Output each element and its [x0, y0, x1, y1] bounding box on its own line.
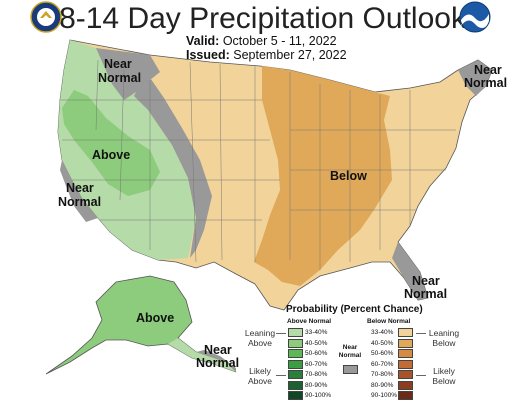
legend-leaning-below: Leaning Below: [426, 328, 462, 348]
legend-connector: [416, 375, 426, 376]
legend-above-swatch-7: [288, 391, 303, 400]
legend-near-normal-swatch: [343, 365, 358, 374]
legend-above-range-label-4: 60-70%: [305, 360, 328, 368]
legend-below-range-label-6: 80-90%: [371, 381, 394, 389]
near-normal-nw: [96, 48, 160, 100]
valid-label: Valid:: [186, 34, 220, 48]
valid-value: October 5 - 11, 2022: [222, 34, 337, 48]
legend-above-range-label-1: 33-40%: [305, 329, 328, 336]
likely-above-2: Above: [247, 376, 273, 386]
legend-above-swatch-1: [288, 328, 303, 337]
legend-below-swatch-7: [398, 391, 413, 400]
valid-dates: Valid: October 5 - 11, 2022: [186, 34, 337, 48]
near-normal-rockies: [134, 72, 212, 258]
legend-above-header: Above Normal: [287, 318, 332, 325]
issued-date: Issued: September 27, 2022: [186, 48, 347, 62]
label-above-alaska: Above: [136, 311, 174, 325]
legend-above-swatch-2: [288, 338, 303, 348]
alaska-light: [168, 338, 236, 372]
legend-below-range-label-2: 40-50%: [371, 339, 394, 347]
likely-below-2: Below: [432, 376, 456, 386]
legend-below-range-label-5: 70-80%: [371, 371, 394, 378]
legend-above-range-label-7: 90-100%: [305, 392, 332, 399]
page-title: 8-14 Day Precipitation Outlook: [59, 2, 466, 35]
label-near-normal-ak: Near: [204, 343, 232, 357]
legend-below-range-label-3: 50-60%: [371, 350, 394, 357]
near-normal-ne: [458, 60, 492, 96]
legend-connector: [276, 333, 286, 334]
label-below-central: Below: [330, 169, 367, 183]
legend-likely-below: Likely Below: [426, 366, 462, 386]
label-near-normal-ca: Near: [66, 181, 94, 195]
legend-near-normal-label: Near Normal: [337, 344, 363, 360]
below-region: [254, 66, 392, 286]
label-near-normal-fl: Near: [412, 274, 440, 288]
legend-above-range-label-3: 50-60%: [305, 350, 328, 357]
likely-below-1: Likely: [433, 366, 455, 376]
legend-above-swatch-3: [288, 349, 303, 358]
legend-above-swatch-6: [288, 380, 303, 390]
leaning-above-2: Above: [247, 338, 273, 348]
label-near-normal-nw: Near: [104, 57, 132, 71]
legend-below-swatch-3: [398, 349, 413, 358]
legend-below-range-label-7: 90-100%: [371, 392, 398, 399]
legend-below-swatch-6: [398, 380, 413, 390]
leaning-above-1: Leaning: [244, 328, 276, 338]
legend-above-range-label-5: 70-80%: [305, 371, 328, 378]
issued-value: September 27, 2022: [233, 48, 347, 62]
near-normal-ca: [60, 160, 98, 222]
legend-likely-above: Likely Above: [244, 366, 276, 386]
legend-above-swatch-4: [288, 359, 303, 369]
legend-connector: [276, 375, 286, 376]
legend-near-label-1: Near: [342, 344, 358, 351]
label-near-normal-fl2: Normal: [404, 287, 447, 301]
label-near-normal-nw2: Normal: [98, 71, 141, 85]
alaska-near-normal: [196, 350, 236, 372]
issued-label: Issued:: [186, 48, 230, 62]
legend-near-label-2: Normal: [338, 352, 362, 359]
state-lines: [60, 59, 456, 270]
legend-below-swatch-4: [398, 359, 413, 369]
label-near-normal-ne2: Normal: [464, 76, 507, 90]
legend-below-swatch-2: [398, 338, 413, 348]
label-near-normal-ne: Near: [474, 63, 502, 77]
label-near-normal-ca2: Normal: [58, 195, 101, 209]
legend-below-swatch-5: [398, 370, 413, 379]
legend-above-range-label-6: 80-90%: [305, 381, 328, 389]
legend-below-range-label-4: 60-70%: [371, 360, 394, 368]
leaning-below-1: Leaning: [428, 328, 460, 338]
legend-title: Probability (Percent Chance): [286, 304, 423, 315]
label-above-west: Above: [92, 148, 130, 162]
legend-above-swatch-5: [288, 370, 303, 379]
above-region-medium: [62, 90, 160, 196]
legend-connector: [416, 333, 426, 334]
likely-above-1: Likely: [249, 366, 271, 376]
legend-above-range-label-2: 40-50%: [305, 339, 328, 347]
legend-below-range-label-1: 33-40%: [371, 329, 394, 336]
legend-below-swatch-1: [398, 328, 413, 337]
legend-leaning-above: Leaning Above: [244, 328, 276, 348]
doc-seal-icon: [30, 1, 62, 33]
near-normal-fl: [392, 242, 428, 300]
leaning-below-2: Below: [432, 338, 456, 348]
noaa-logo-icon: [459, 1, 491, 33]
label-near-normal-ak2: Normal: [196, 356, 239, 370]
legend-below-header: Below Normal: [367, 318, 411, 325]
